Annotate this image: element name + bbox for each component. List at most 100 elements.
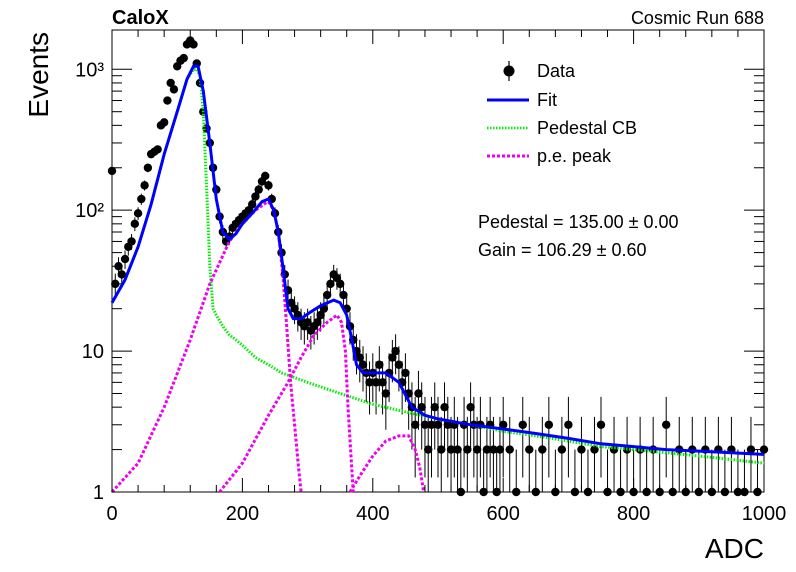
data-point [492,449,501,497]
header-run: Cosmic Run 688 [631,8,764,28]
data-point [525,416,534,492]
data-point [456,449,466,497]
data-point [339,283,348,309]
data-point [622,416,632,492]
data-point [433,396,443,478]
data-point [596,396,606,478]
data-point [440,382,449,450]
legend-entry-fit: Fit [487,90,557,110]
stat-gain: Gain = 106.29 ± 0.60 [478,240,647,260]
data-point [720,449,730,497]
data-point [159,118,169,127]
data-point [264,180,273,191]
data-point [479,449,488,497]
data-point [247,198,257,211]
data-point [189,40,198,49]
x-tick-label: 0 [106,503,117,525]
pe-peak-curve-1 [110,199,303,494]
data-point [443,396,452,478]
data-point [557,416,567,492]
legend-entry-pedestal: Pedestal CB [487,118,637,138]
x-tick-label: 400 [356,503,389,525]
data-point [179,53,188,63]
legend-entry-pe: p.e. peak [487,146,612,166]
plot-area [107,36,769,497]
data-point [140,180,149,191]
x-tick-label: 600 [487,503,520,525]
data-point [727,416,736,492]
legend-label-pe: p.e. peak [537,146,612,166]
data-point [153,145,162,154]
data-point [518,396,527,478]
data-point [117,264,126,286]
data-point [701,416,710,492]
data-point [420,396,430,478]
x-tick-label: 200 [226,503,259,525]
x-axis-title: ADC [705,533,764,564]
data-point [740,449,749,497]
data-point [609,416,619,492]
data-point [642,449,651,497]
data-point [668,449,677,497]
legend-label-pedestal: Pedestal CB [537,118,637,138]
stat-pedestal: Pedestal = 135.00 ± 0.00 [478,212,679,232]
data-point [499,396,508,478]
data-point [472,416,482,492]
y-tick-label: 10 [82,341,104,363]
data-point [662,396,671,478]
data-point [365,361,374,415]
legend-label-data: Data [537,61,576,81]
data-point [512,449,521,497]
data-point [254,184,263,195]
data-point [714,416,723,492]
plot-frame [111,29,765,493]
data-point [391,334,400,375]
header-experiment: CaloX [112,7,169,29]
data-point [463,416,472,492]
data-point [590,416,599,492]
data-point [538,416,547,492]
data-point [427,396,436,478]
data-point [261,171,270,181]
data-point [648,416,658,492]
data-point [414,370,423,430]
data-point [675,416,684,492]
x-tick-label: 1000 [742,503,787,525]
data-point [453,416,462,492]
data-point [437,416,446,492]
data-point [169,85,179,94]
data-point [127,234,136,250]
data-point [358,346,368,392]
legend-entry-data: Data [503,61,576,81]
data-point [430,382,439,450]
data-point [544,396,554,478]
data-point [133,207,143,220]
pe-peak-curve-2 [218,312,355,493]
data-point [753,449,762,497]
data-point [381,370,391,430]
data-point [355,339,364,383]
data-point [424,416,433,492]
y-tick-label: 10³ [75,59,104,81]
data-point [251,191,260,203]
data-point [120,250,130,269]
data-point [388,339,397,383]
pe-peak-curve-3 [348,434,426,493]
data-point [466,382,475,450]
tick-layer: 0 200 400 600 800 1000 1 10 10² 10³ [75,30,786,525]
legend-label-fit: Fit [537,90,557,110]
data-point [326,273,335,297]
legend: Data Fit Pedestal CB p.e. peak [487,61,637,166]
y-tick-label: 1 [93,482,104,504]
data-point [531,449,540,497]
data-point [143,163,153,173]
data-point [583,449,593,497]
y-axis-title: Events [23,32,54,118]
data-point [570,449,580,497]
data-point [635,416,645,492]
y-tick-label: 10² [75,200,104,222]
data-point [616,449,625,497]
x-tick-label: 800 [617,503,650,525]
data-point [577,416,586,492]
